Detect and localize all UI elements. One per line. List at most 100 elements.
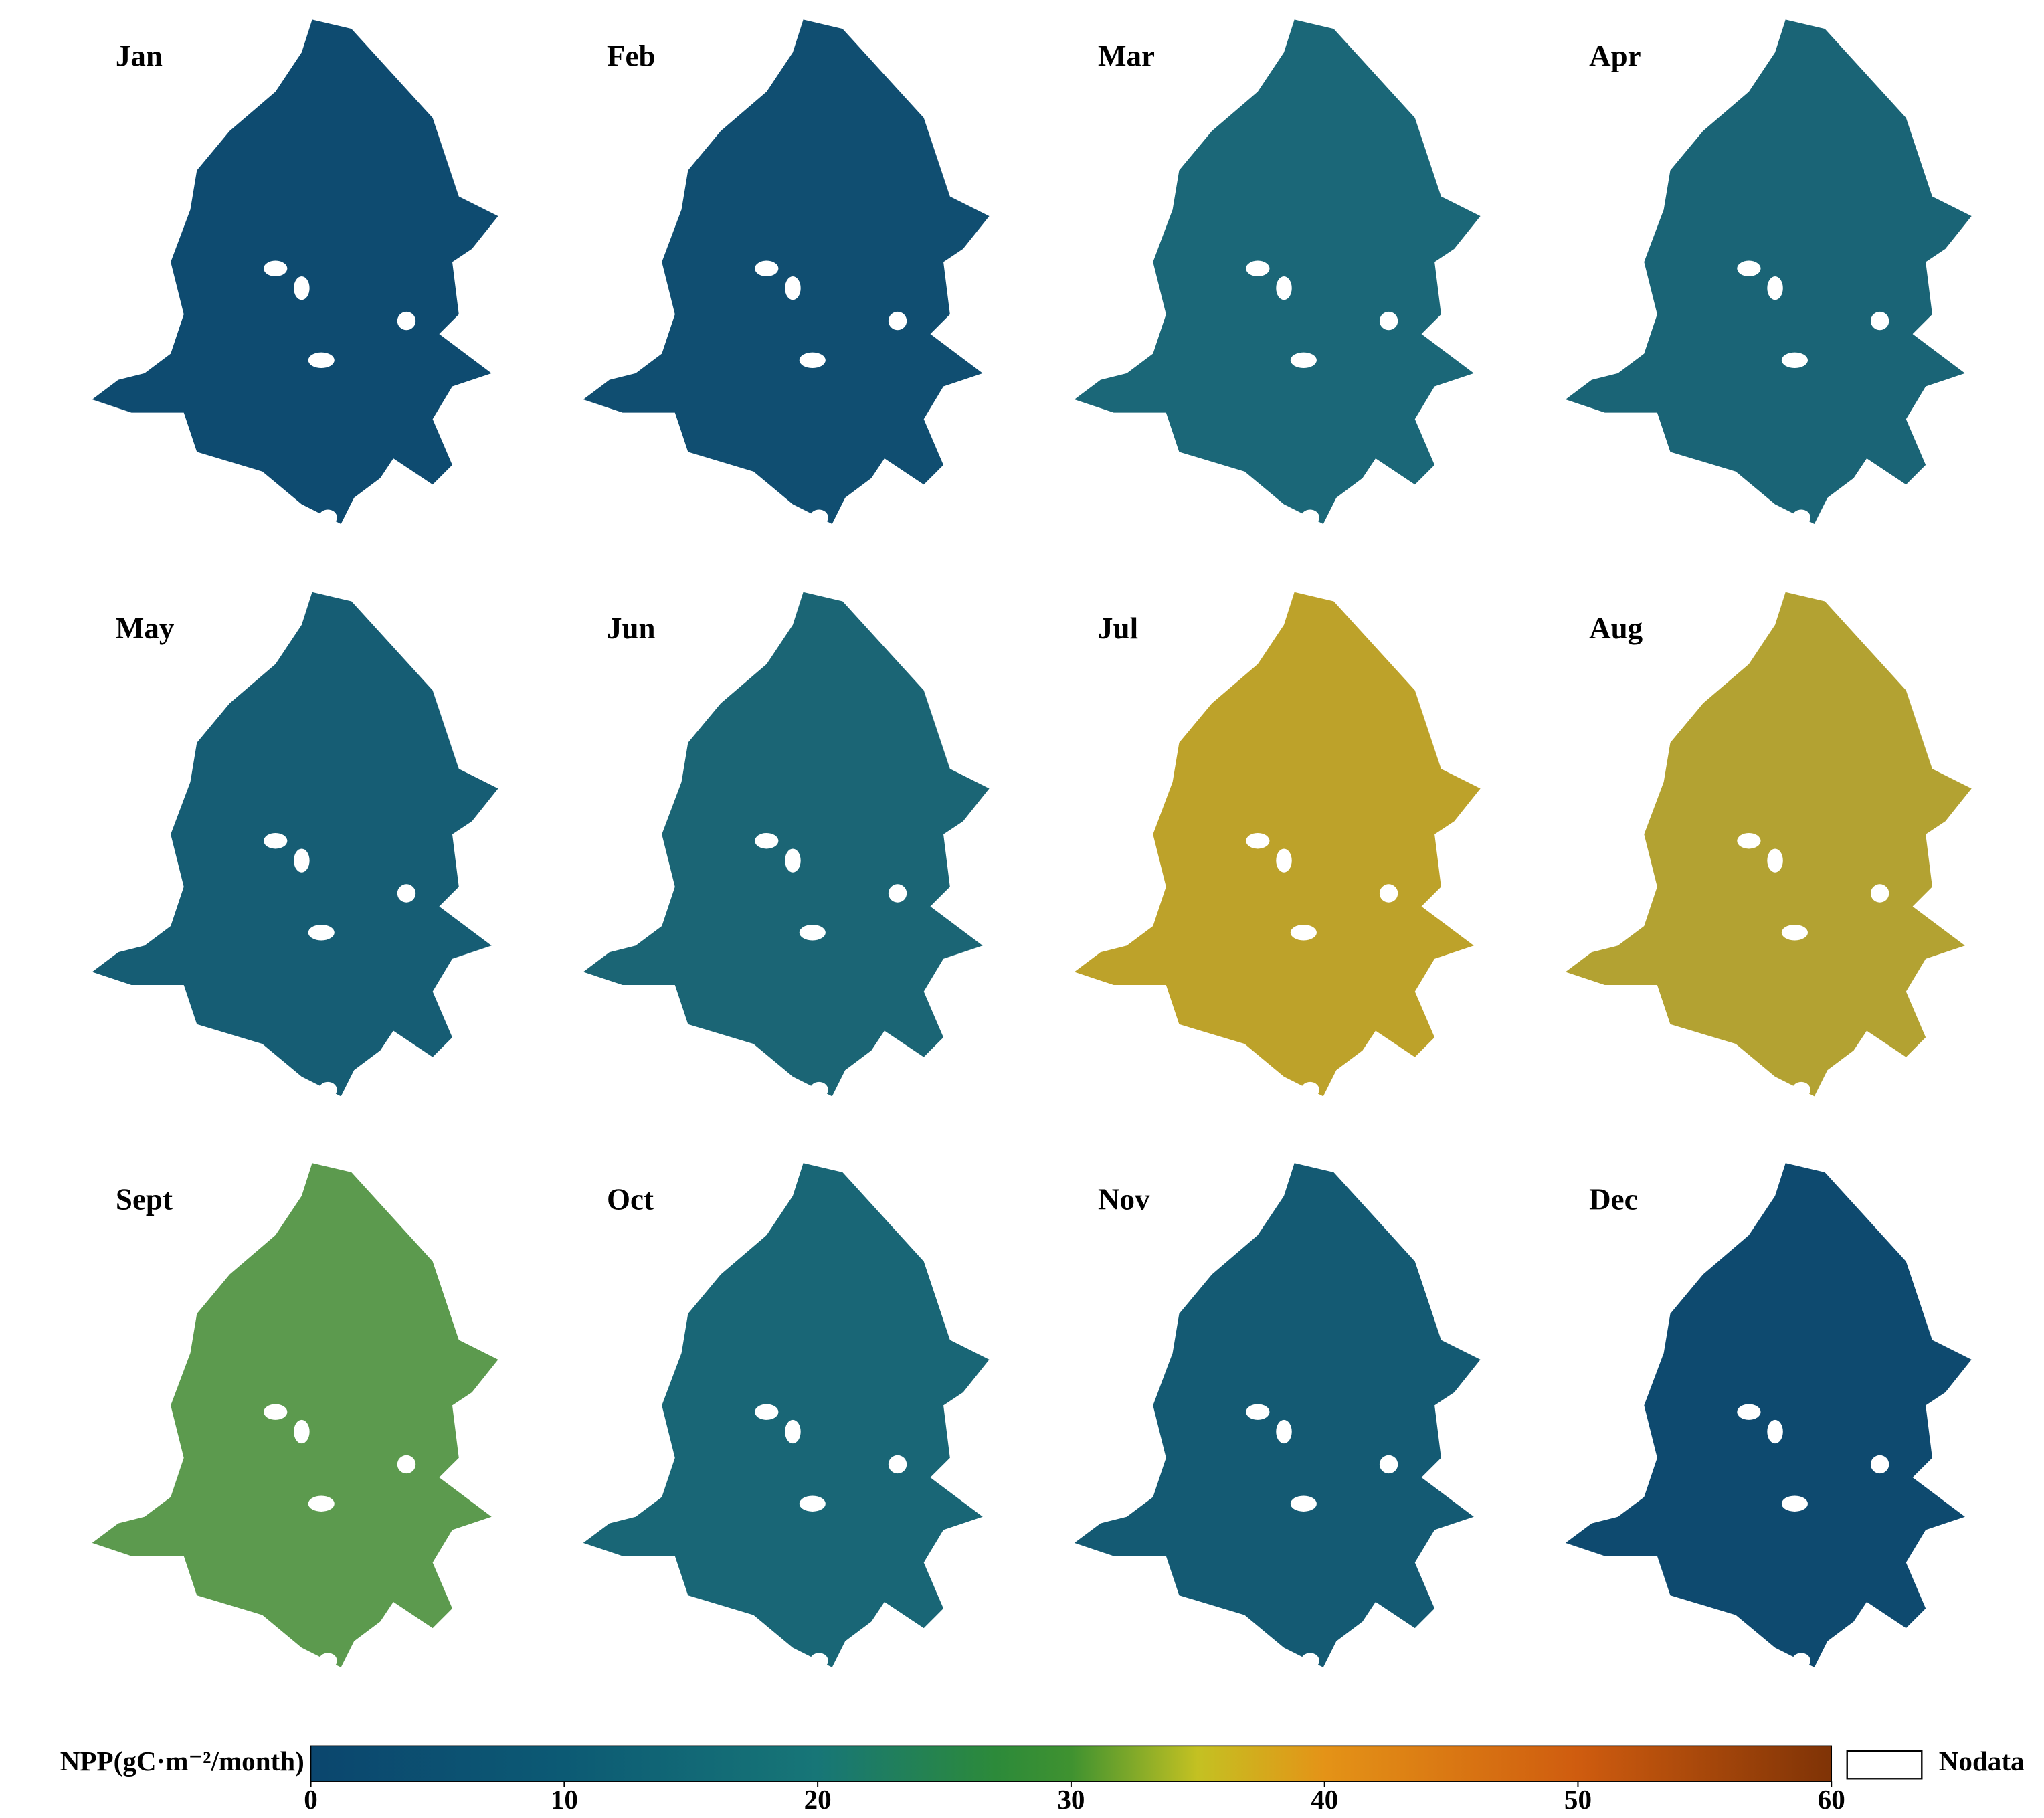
map-panel: May (92, 592, 498, 1098)
map-panel: Dec (1565, 1163, 1972, 1669)
panel-label: Dec (1589, 1182, 1637, 1216)
panel-label: May (116, 612, 175, 645)
nodata-patch (810, 1081, 828, 1098)
nodata-patch (799, 924, 826, 941)
map-region (92, 592, 498, 1097)
panel-label: Mar (1098, 39, 1155, 72)
nodata-patch (799, 352, 826, 369)
panel-label: Sept (116, 1182, 173, 1216)
nodata-patch (888, 884, 907, 903)
nodata-patch (1246, 832, 1270, 849)
map-region (583, 592, 990, 1097)
colorbar-tick-label: 0 (304, 1784, 318, 1815)
nodata-patch (755, 1404, 779, 1420)
nodata-patch (1767, 276, 1783, 300)
nodata-patch (1767, 848, 1783, 873)
map-panel: Jan (92, 19, 498, 525)
colorbar: NPP(gC·m⁻²/month) Nodata 0 10 20 30 40 50 60 (60, 1745, 2025, 1815)
panel-label: Jan (116, 39, 163, 72)
nodata-patch (1246, 1404, 1270, 1420)
nodata-patch (888, 1455, 907, 1474)
map-region (583, 19, 990, 524)
nodata-patch (1781, 1495, 1808, 1512)
nodata-patch (1781, 352, 1808, 369)
nodata-patch (1290, 352, 1317, 369)
colorbar-title: NPP(gC·m⁻²/month) (60, 1746, 304, 1777)
nodata-patch (264, 1404, 288, 1420)
nodata-patch (1301, 1081, 1319, 1098)
nodata-patch (1737, 260, 1761, 277)
nodata-patch (1379, 311, 1398, 331)
map-panel: Aug (1565, 592, 1972, 1098)
nodata-patch (810, 1653, 828, 1669)
nodata-patch (1276, 276, 1292, 300)
nodata-patch (264, 832, 288, 849)
nodata-patch (308, 352, 335, 369)
nodata-patch (294, 848, 310, 873)
nodata-label: Nodata (1939, 1746, 2025, 1777)
map-panel: Nov (1074, 1163, 1481, 1669)
nodata-patch (397, 1455, 416, 1474)
map-region (583, 1163, 990, 1667)
panel-label: Aug (1589, 612, 1643, 645)
nodata-patch (810, 509, 828, 525)
colorbar-tick-label: 10 (551, 1784, 578, 1815)
panel-label: Oct (607, 1182, 654, 1216)
map-panels: Jan Feb Mar Apr May Jun Jul Aug Sept Oct Nov Dec (92, 19, 1972, 1669)
nodata-patch (1301, 509, 1319, 525)
nodata-patch (1870, 311, 1889, 331)
map-panel: Mar (1074, 19, 1481, 525)
colorbar-tick-label: 20 (804, 1784, 832, 1815)
nodata-patch (1379, 884, 1398, 903)
nodata-patch (1276, 1419, 1292, 1444)
nodata-patch (1246, 260, 1270, 277)
nodata-patch (785, 276, 801, 300)
colorbar-tick-label: 30 (1057, 1784, 1085, 1815)
map-region (92, 19, 498, 524)
map-region (92, 1163, 498, 1667)
colorbar-tick-label: 40 (1311, 1784, 1338, 1815)
colorbar-ramp (310, 1745, 1833, 1782)
nodata-patch (318, 509, 337, 525)
map-panel: Jun (583, 592, 990, 1098)
panel-label: Jul (1098, 612, 1138, 645)
colorbar-tick-label: 50 (1564, 1784, 1592, 1815)
nodata-patch (1737, 1404, 1761, 1420)
nodata-patch (755, 260, 779, 277)
nodata-patch (1792, 1081, 1810, 1098)
nodata-patch (308, 924, 335, 941)
map-region (1565, 19, 1972, 524)
map-panel: Feb (583, 19, 990, 525)
nodata-patch (1870, 1455, 1889, 1474)
nodata-patch (799, 1495, 826, 1512)
nodata-patch (785, 848, 801, 873)
panel-label: Apr (1589, 39, 1641, 72)
nodata-patch (294, 276, 310, 300)
nodata-patch (318, 1081, 337, 1098)
nodata-patch (1301, 1653, 1319, 1669)
map-region (1074, 1163, 1481, 1667)
nodata-patch (397, 311, 416, 331)
nodata-patch (294, 1419, 310, 1444)
nodata-patch (888, 311, 907, 331)
map-panel: Jul (1074, 592, 1481, 1098)
nodata-patch (1290, 1495, 1317, 1512)
nodata-patch (397, 884, 416, 903)
nodata-patch (1792, 509, 1810, 525)
map-panel: Apr (1565, 19, 1972, 525)
map-panel: Sept (92, 1163, 498, 1669)
nodata-patch (318, 1653, 337, 1669)
map-region (1074, 592, 1481, 1097)
nodata-patch (308, 1495, 335, 1512)
map-region (1565, 592, 1972, 1097)
nodata-patch (264, 260, 288, 277)
panel-label: Jun (607, 612, 656, 645)
nodata-patch (1737, 832, 1761, 849)
map-region (1074, 19, 1481, 524)
nodata-patch (1276, 848, 1292, 873)
nodata-patch (1870, 884, 1889, 903)
nodata-patch (1767, 1419, 1783, 1444)
nodata-patch (785, 1419, 801, 1444)
